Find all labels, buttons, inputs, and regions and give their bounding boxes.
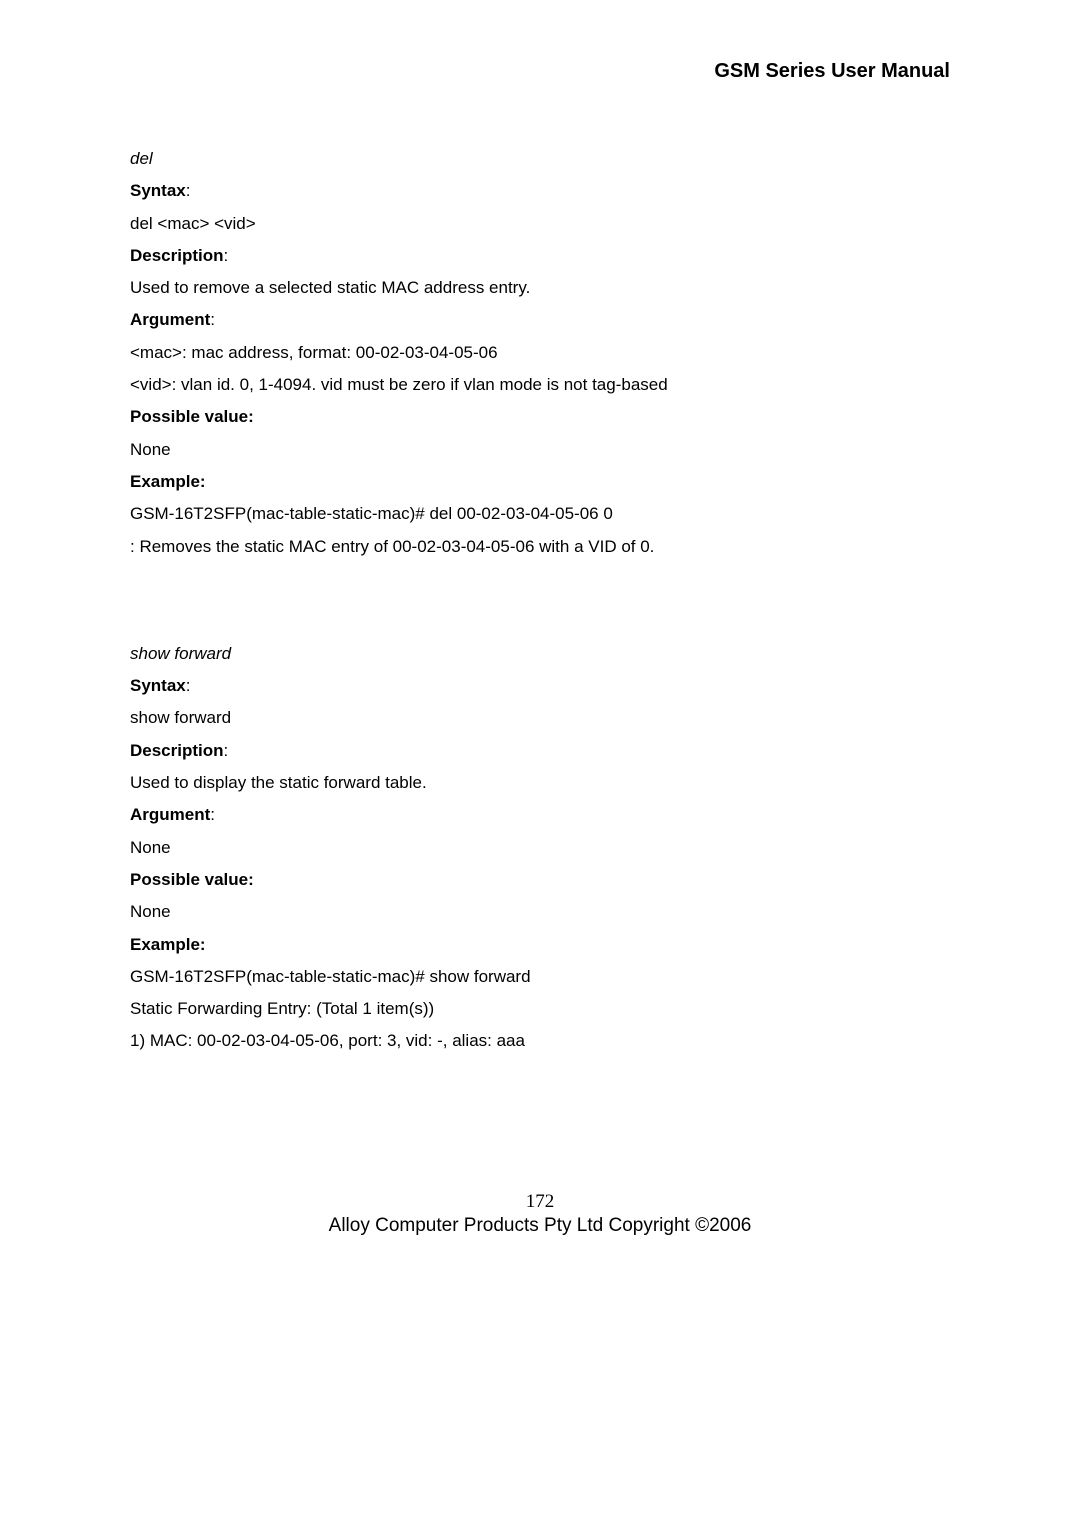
argument-label: Argument [130, 310, 210, 329]
syntax-value: del <mac> <vid> [130, 208, 950, 240]
syntax-label: Syntax [130, 181, 186, 200]
argument-row: Argument: [130, 799, 950, 831]
syntax-value: show forward [130, 702, 950, 734]
command-section-show-forward: show forward Syntax: show forward Descri… [130, 638, 950, 1058]
content-area: del Syntax: del <mac> <vid> Description:… [130, 143, 950, 1058]
syntax-row: Syntax: [130, 670, 950, 702]
description-value: Used to display the static forward table… [130, 767, 950, 799]
example-line: Static Forwarding Entry: (Total 1 item(s… [130, 993, 950, 1025]
example-line: GSM-16T2SFP(mac-table-static-mac)# show … [130, 961, 950, 993]
example-line: : Removes the static MAC entry of 00-02-… [130, 531, 950, 563]
command-section-del: del Syntax: del <mac> <vid> Description:… [130, 143, 950, 563]
argument-line: <vid>: vlan id. 0, 1-4094. vid must be z… [130, 369, 950, 401]
example-label: Example: [130, 929, 950, 961]
command-name: show forward [130, 638, 950, 670]
syntax-label: Syntax [130, 676, 186, 695]
syntax-row: Syntax: [130, 175, 950, 207]
argument-label: Argument [130, 805, 210, 824]
page-container: GSM Series User Manual del Syntax: del <… [0, 0, 1080, 1058]
argument-line: <mac>: mac address, format: 00-02-03-04-… [130, 337, 950, 369]
description-label: Description [130, 246, 224, 265]
copyright-text: Alloy Computer Products Pty Ltd Copyrigh… [0, 1215, 1080, 1237]
example-label: Example: [130, 466, 950, 498]
example-line: 1) MAC: 00-02-03-04-05-06, port: 3, vid:… [130, 1025, 950, 1057]
description-row: Description: [130, 735, 950, 767]
page-footer: 172 Alloy Computer Products Pty Ltd Copy… [0, 1191, 1080, 1237]
possible-value: None [130, 896, 950, 928]
description-label: Description [130, 741, 224, 760]
description-value: Used to remove a selected static MAC add… [130, 272, 950, 304]
page-number: 172 [0, 1191, 1080, 1213]
example-line: GSM-16T2SFP(mac-table-static-mac)# del 0… [130, 498, 950, 530]
possible-value: None [130, 434, 950, 466]
command-name: del [130, 143, 950, 175]
possible-label: Possible value: [130, 401, 950, 433]
argument-row: Argument: [130, 304, 950, 336]
doc-header: GSM Series User Manual [130, 60, 950, 83]
possible-label: Possible value: [130, 864, 950, 896]
description-row: Description: [130, 240, 950, 272]
argument-line: None [130, 832, 950, 864]
